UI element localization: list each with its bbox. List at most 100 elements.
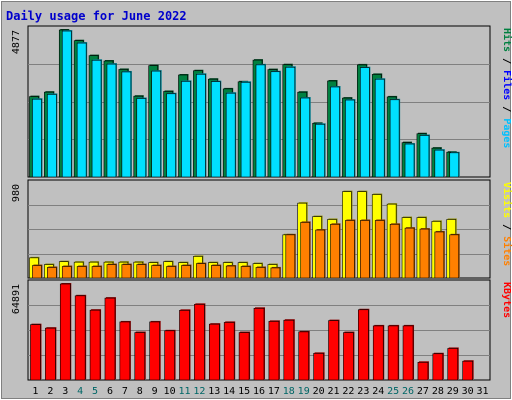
- x-tick-label: 28: [432, 386, 444, 397]
- x-tick-label: 5: [92, 386, 98, 397]
- x-tick-label: 4: [77, 386, 83, 397]
- bar-sites-day-22: [345, 220, 355, 279]
- x-tick-label: 12: [193, 386, 205, 397]
- bar-kbytes-day-7: [119, 321, 131, 381]
- bar-kbytes-day-23: [358, 309, 369, 381]
- bar-files-day-15: [240, 81, 251, 178]
- bar-kbytes-day-11: [179, 310, 190, 381]
- bar-kbytes-day-24: [372, 325, 384, 381]
- bar-kbytes-day-18: [283, 319, 295, 381]
- bar-sites-day-26: [404, 227, 415, 279]
- bar-files-day-17: [270, 71, 281, 178]
- x-tick-label: 13: [208, 386, 220, 397]
- bar-kbytes-day-30: [462, 360, 473, 381]
- bar-sites-day-8: [136, 264, 147, 279]
- bar-sites-day-28: [434, 231, 445, 279]
- bar-sites-day-2: [47, 267, 57, 279]
- bar-kbytes-day-19: [298, 331, 310, 381]
- bar-sites-day-18: [285, 234, 296, 279]
- legend-visits-sites: Visits / Sites: [501, 182, 512, 266]
- x-tick-label: 18: [283, 386, 295, 397]
- bar-kbytes-day-17: [268, 321, 280, 381]
- bar-files-day-24: [374, 78, 385, 178]
- panel-visits-sites: 980 Visits / Sites: [11, 179, 512, 279]
- x-axis-labels: 1 2 3 4 5 6 7 8 9 10 11 12 13 14 15 16 17 18 19 20 21 22 23 24 2…: [32, 386, 488, 397]
- x-tick-label: 11: [178, 386, 190, 397]
- x-tick-label: 26: [402, 386, 414, 397]
- bar-kbytes-day-9: [149, 321, 160, 381]
- bar-sites-day-19: [300, 222, 311, 279]
- bar-files-day-4: [76, 42, 87, 178]
- bar-files-day-28: [434, 149, 445, 178]
- x-tick-label: 25: [387, 386, 399, 397]
- bar-files-day-8: [136, 98, 147, 178]
- x-tick-label: 2: [47, 386, 53, 397]
- bar-files-day-5: [91, 59, 102, 178]
- bar-kbytes-day-25: [387, 325, 399, 381]
- bar-files-day-3: [61, 30, 72, 178]
- bar-files-day-25: [389, 99, 400, 178]
- bar-sites-day-20: [315, 229, 325, 279]
- y-tick-label: 980: [11, 184, 22, 202]
- bar-kbytes-day-13: [208, 323, 220, 381]
- bar-kbytes-day-12: [194, 304, 205, 381]
- bar-kbytes-day-15: [238, 332, 250, 381]
- legend-item-pages: Pages: [501, 118, 512, 148]
- bar-files-day-27: [419, 135, 430, 178]
- bar-sites-day-7: [121, 264, 132, 279]
- bar-sites-day-6: [106, 264, 117, 279]
- bar-files-day-21: [330, 86, 340, 178]
- bar-sites-day-21: [330, 223, 340, 279]
- bar-sites-day-23: [360, 220, 370, 279]
- legend-item-kbytes: KBytes: [501, 282, 512, 318]
- legend-item-hits: Hits: [501, 28, 512, 52]
- bar-sites-day-25: [389, 223, 400, 279]
- bar-files-day-10: [166, 93, 176, 178]
- x-tick-label: 29: [447, 386, 459, 397]
- x-tick-label: 27: [417, 386, 429, 397]
- bar-sites-day-29: [449, 234, 460, 279]
- x-tick-label: 19: [298, 386, 310, 397]
- bar-files-day-12: [196, 73, 206, 178]
- bar-files-day-13: [210, 81, 221, 178]
- bar-files-day-20: [315, 123, 325, 178]
- bar-sites-day-16: [255, 267, 266, 279]
- panel-kbytes: 64891 KBytes: [11, 279, 512, 381]
- bar-files-day-6: [106, 63, 117, 178]
- legend-separator: /: [501, 100, 512, 118]
- bar-kbytes-day-6: [104, 297, 116, 381]
- bar-kbytes-day-4: [74, 295, 86, 381]
- y-tick-label: 4877: [11, 30, 22, 54]
- bar-kbytes-day-29: [447, 348, 459, 381]
- bar-kbytes-day-20: [313, 353, 324, 381]
- bar-files-day-16: [255, 64, 266, 178]
- bar-kbytes-day-27: [417, 362, 429, 381]
- legend-kbytes: KBytes: [501, 282, 512, 318]
- x-tick-label: 7: [122, 386, 128, 397]
- x-tick-label: 23: [357, 386, 369, 397]
- x-tick-label: 21: [327, 386, 339, 397]
- bar-sites-day-5: [91, 266, 102, 279]
- legend-separator: /: [501, 52, 512, 70]
- bar-kbytes-day-5: [89, 309, 101, 381]
- legend-item-visits: Visits: [501, 182, 512, 218]
- legend-item-sites: Sites: [501, 236, 512, 266]
- x-tick-label: 15: [238, 386, 250, 397]
- bar-files-day-23: [360, 67, 370, 178]
- bar-files-day-7: [121, 71, 132, 178]
- bar-files-day-26: [404, 143, 415, 178]
- x-tick-label: 31: [477, 386, 489, 397]
- bar-files-day-2: [47, 94, 57, 178]
- bar-kbytes-day-22: [343, 332, 354, 381]
- bar-kbytes-day-26: [402, 325, 414, 381]
- bar-sites-day-14: [225, 265, 236, 279]
- x-tick-label: 17: [268, 386, 280, 397]
- bar-sites-day-17: [270, 267, 281, 279]
- bar-sites-day-15: [240, 266, 251, 279]
- bar-kbytes-day-1: [30, 324, 41, 381]
- bar-files-day-18: [285, 66, 296, 178]
- legend-separator: /: [501, 218, 512, 236]
- bar-files-day-29: [449, 152, 460, 178]
- bar-files-day-22: [345, 99, 355, 178]
- bar-files-day-19: [300, 97, 311, 178]
